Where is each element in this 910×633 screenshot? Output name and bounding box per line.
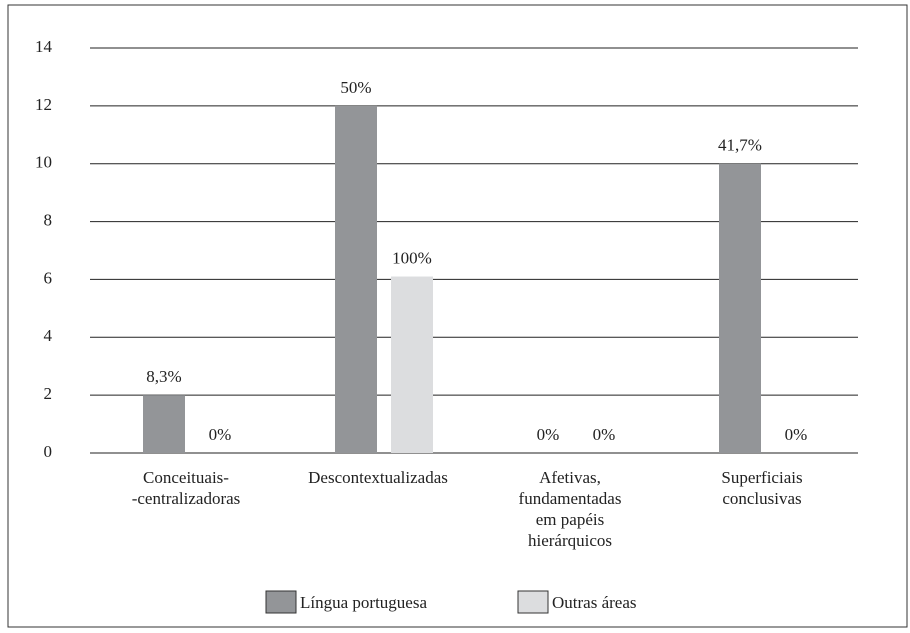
y-tick-label: 6 bbox=[44, 268, 53, 287]
legend-label: Outras áreas bbox=[552, 593, 637, 612]
data-label: 0% bbox=[537, 425, 560, 444]
bar bbox=[719, 163, 761, 453]
y-tick-label: 10 bbox=[35, 153, 52, 172]
data-label: 8,3% bbox=[146, 367, 181, 386]
bar bbox=[335, 105, 377, 453]
y-tick-label: 14 bbox=[35, 37, 53, 56]
data-label: 41,7% bbox=[718, 136, 762, 155]
x-tick-label: Conceituais--centralizadoras bbox=[132, 468, 241, 508]
data-label: 0% bbox=[593, 425, 616, 444]
legend-swatch bbox=[265, 590, 297, 614]
x-tick-label: Superficiais conclusivas bbox=[721, 468, 802, 508]
x-tick-label: Descontextualizadas bbox=[308, 468, 448, 487]
bar bbox=[143, 395, 185, 453]
data-label: 0% bbox=[209, 425, 232, 444]
data-label: 50% bbox=[340, 78, 371, 97]
y-tick-label: 0 bbox=[44, 442, 53, 461]
x-tick-label: Afetivas, fundamentadas em papéis hierárqui… bbox=[519, 468, 622, 550]
y-tick-label: 4 bbox=[44, 326, 53, 345]
y-tick-label: 12 bbox=[35, 95, 52, 114]
legend-swatch bbox=[517, 590, 549, 614]
frame bbox=[7, 4, 908, 628]
bar bbox=[391, 276, 433, 453]
legend-label: Língua portuguesa bbox=[300, 593, 427, 612]
y-tick-label: 2 bbox=[44, 384, 53, 403]
y-tick-label: 8 bbox=[44, 210, 53, 229]
data-label: 0% bbox=[785, 425, 808, 444]
data-label: 100% bbox=[392, 248, 432, 267]
